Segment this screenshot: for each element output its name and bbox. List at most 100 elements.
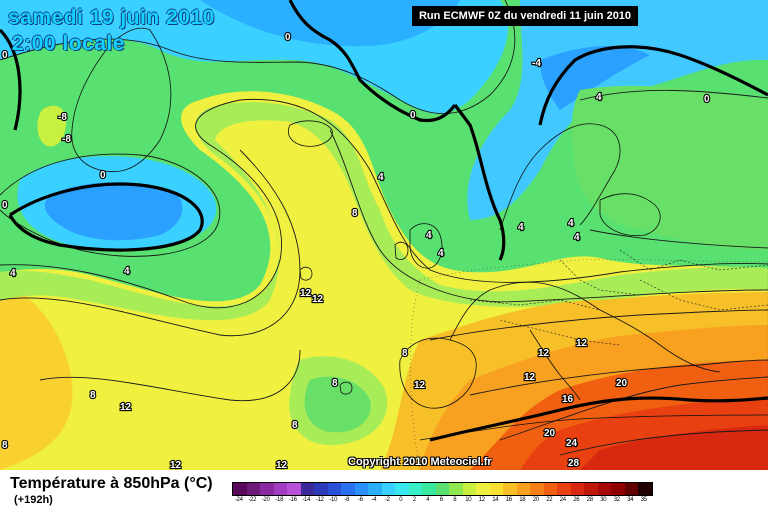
map-label: 12 [300,288,312,299]
copyright-notice: Copyright 2010 Meteociel.fr [348,456,492,468]
legend-swatch [300,483,314,495]
map-label: 0 [100,170,106,181]
front-norway [453,104,506,261]
map-label: 12 [576,338,588,349]
map-label: 0 [285,32,291,43]
legend-label: -10 [329,497,338,503]
map-label: 12 [414,380,426,391]
legend-swatch [368,483,382,495]
map-label: 8 [402,348,408,359]
legend-swatch [543,483,557,495]
legend-swatch [516,483,530,495]
legend-label: -12 [315,497,324,503]
cold-core-greenland [44,182,183,241]
coast-britain [409,223,443,269]
isotherm-12 [39,309,768,402]
parameter-title: Température à 850hPa (°C) [10,475,213,492]
map-label: 8 [2,440,8,451]
legend-label: -4 [371,497,377,503]
legend-swatch [246,483,260,495]
legend-label: -18 [275,497,284,503]
forecast-date: samedi 19 juin 2010 [8,6,215,29]
isotherm-20 [499,376,768,441]
coast-baltic [599,193,661,237]
legend-label: 14 [492,497,499,503]
legend-swatch [449,483,463,495]
map-label: 4 [574,232,580,243]
legend-label: 24 [559,497,566,503]
map-label: 12 [170,460,182,470]
map-label: 8 [292,420,298,431]
isotherm-8 [0,129,768,337]
map-label: 12 [276,460,288,470]
mild-zone-transition [0,101,768,321]
hot-core [580,425,768,470]
map-label: 0 [410,110,416,121]
coast-italy [529,329,581,401]
map-label: -4 [532,58,541,69]
lead-time: (+192h) [14,494,53,506]
legend-label: -6 [357,497,363,503]
map-label: 4 [518,222,524,233]
front-mediterranean [429,396,768,442]
map-label: 20 [616,378,628,389]
front-scandinavia [538,45,768,126]
map-label: 4 [124,266,130,277]
warm-blob-west [37,105,67,147]
cold-pocket-scandinavia [540,45,650,111]
legend-label: 16 [505,497,512,503]
map-label: 12 [312,294,324,305]
isotherm-lines [0,0,768,456]
map-label: 4 [10,268,16,279]
coast-iceland [288,120,333,147]
map-label: 12 [524,372,536,383]
legend-swatch [435,483,449,495]
front-greenland-west [0,28,22,131]
legend-swatch [597,483,611,495]
map-label: 4 [596,92,602,103]
legend-swatch [273,483,287,495]
cold-pocket-north [200,0,460,47]
map-label: 4 [568,218,574,229]
map-label: 0 [2,50,8,61]
color-scale-legend [232,482,653,496]
legend-label: -8 [344,497,350,503]
legend-label: 26 [573,497,580,503]
legend-label: 22 [546,497,553,503]
coast-iberia [399,337,477,409]
legend-label: 12 [478,497,485,503]
legend-swatch [638,483,652,495]
map-label: 4 [426,230,432,241]
coast-greenland [71,27,172,173]
legend-label: -14 [302,497,311,503]
map-label: -8 [62,134,71,145]
legend-label: -24 [234,497,243,503]
border-3 [619,249,768,271]
map-label: 8 [352,208,358,219]
frontal-lines [0,0,768,442]
border-4 [639,279,768,311]
legend-swatch [584,483,598,495]
legend-swatch [422,483,436,495]
legend-label: 28 [586,497,593,503]
legend-label: 0 [399,497,403,503]
legend-label: -22 [248,497,257,503]
legend-label: -20 [261,497,270,503]
isotherm-scandinavia [579,89,768,249]
map-label: 20 [544,428,556,439]
legend-swatch [489,483,503,495]
legend-swatch [260,483,274,495]
legend-swatch [327,483,341,495]
map-label: -8 [58,112,67,123]
legend-label: 34 [627,497,634,503]
map-label: 12 [120,402,132,413]
forecast-local-time: 2:00 locale [12,32,125,55]
legend-label: 18 [519,497,526,503]
coast-scandinavia [499,123,621,231]
legend-label: -2 [384,497,390,503]
temperature-map: 0 0 0 0 0 -4 4 4 4 4 4 4 4 4 4 -8 -8 8 8… [0,0,768,470]
legend-swatch [233,483,247,495]
map-label: 4 [438,248,444,259]
coast-balkans [599,309,721,373]
